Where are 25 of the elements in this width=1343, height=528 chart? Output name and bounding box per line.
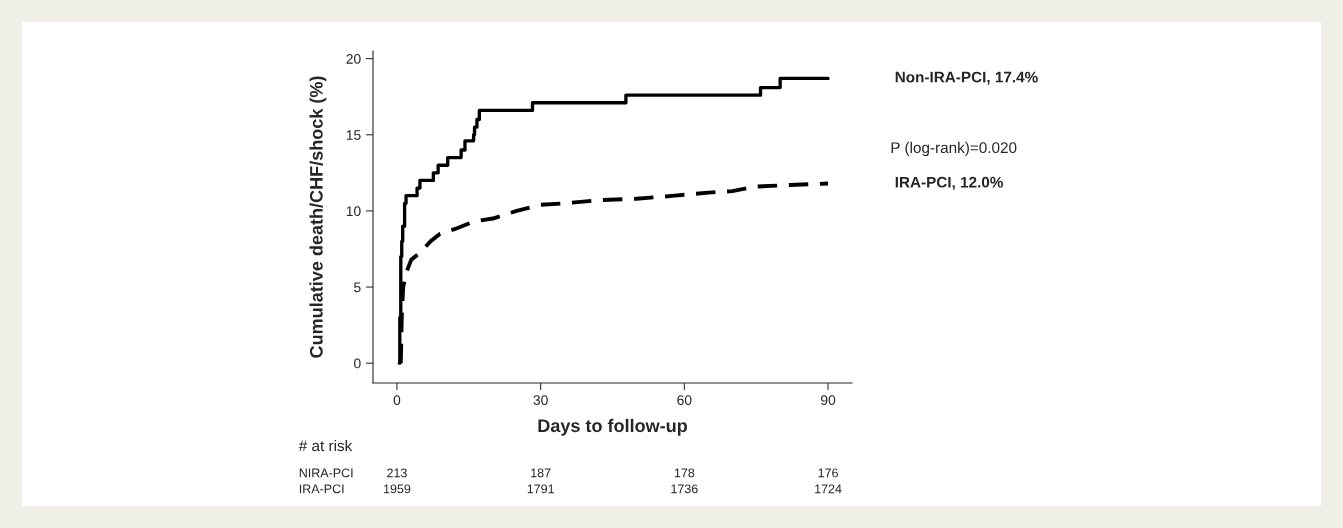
text: IRA-PCI, 12.0% [895,176,1003,190]
y-tick-label: 5 [354,282,361,293]
text: NIRA-PCI [299,468,353,478]
text: 1959 [384,484,411,494]
text: 1736 [671,484,698,494]
x-tick-label: 0 [393,395,401,406]
text: P (log-rank)=0.020 [891,141,1017,157]
x-axis-title: Days to follow-up [538,418,687,436]
text: Non-IRA-PCI, 17.4% [895,71,1038,85]
text: 1791 [527,484,554,494]
y-tick-label: 15 [346,130,361,140]
text: 176 [818,468,838,478]
x-tick-label: 30 [533,395,548,406]
text: 187 [531,468,551,478]
text: 178 [674,468,695,478]
text: 213 [387,468,407,478]
y-tick-label: 20 [346,53,361,64]
x-tick-label: 90 [820,395,836,406]
x-tick-label: 60 [677,395,692,406]
y-tick-label: 10 [346,206,361,217]
text: IRA-PCI [299,484,344,494]
y-tick-label: 0 [354,358,361,369]
text: 1724 [815,484,842,494]
y-axis-title: Cumulative death/CHF/shock (%) [309,76,327,358]
text: # at risk [298,439,353,452]
